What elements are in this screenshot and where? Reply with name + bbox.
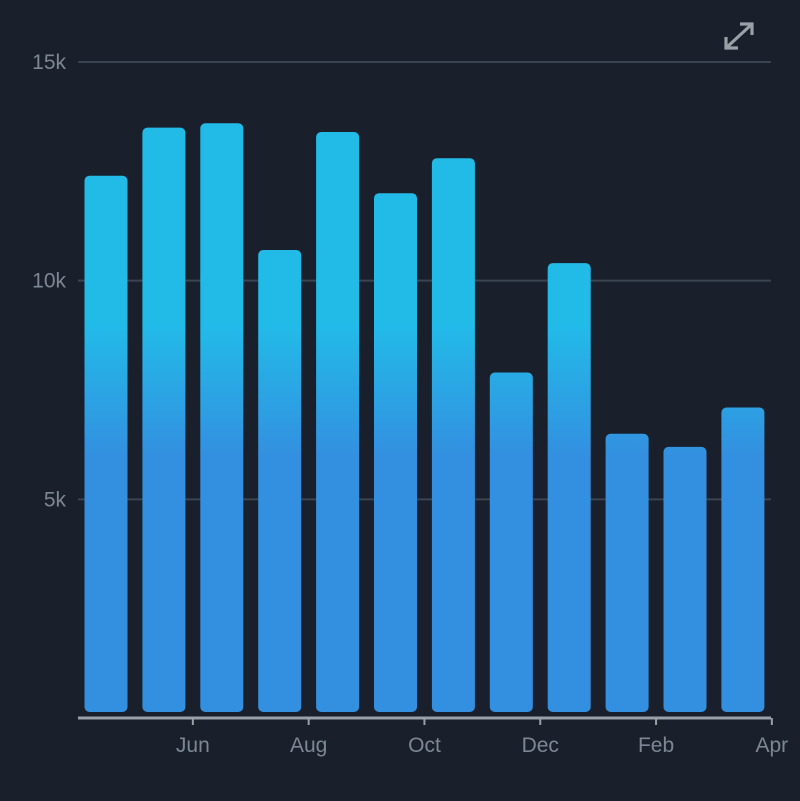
x-tick-label: Oct [408, 734, 441, 757]
y-tick-label: 15k [32, 51, 66, 74]
bar-nov[interactable] [431, 158, 475, 713]
x-tick-label: Aug [290, 734, 327, 757]
expand-icon [724, 22, 754, 50]
y-axis-labels: 5k 10k 15k [32, 51, 66, 511]
bar-feb[interactable] [605, 433, 649, 712]
x-tick-label: Dec [522, 734, 559, 757]
bars [84, 123, 765, 713]
bar-aug[interactable] [258, 250, 302, 712]
bar-jun[interactable] [142, 127, 186, 713]
bar-jul[interactable] [200, 123, 244, 712]
y-tick-label: 5k [44, 488, 67, 511]
x-tick-label: Apr [756, 734, 789, 757]
grid-lines [78, 61, 771, 501]
bar-oct[interactable] [374, 193, 417, 712]
bar-apr[interactable] [721, 407, 765, 712]
bar-dec[interactable] [489, 372, 533, 712]
expand-button[interactable] [718, 18, 760, 58]
bar-jan[interactable] [547, 263, 591, 712]
bar-sep[interactable] [316, 131, 360, 712]
x-axis [78, 716, 773, 725]
bar-mar[interactable] [663, 446, 707, 712]
x-tick-label: Jun [176, 734, 210, 757]
y-tick-label: 10k [32, 270, 66, 293]
x-tick-label: Feb [638, 734, 674, 757]
bar-may[interactable] [84, 175, 128, 712]
x-axis-labels: Jun Aug Oct Dec Feb Apr [176, 734, 788, 757]
